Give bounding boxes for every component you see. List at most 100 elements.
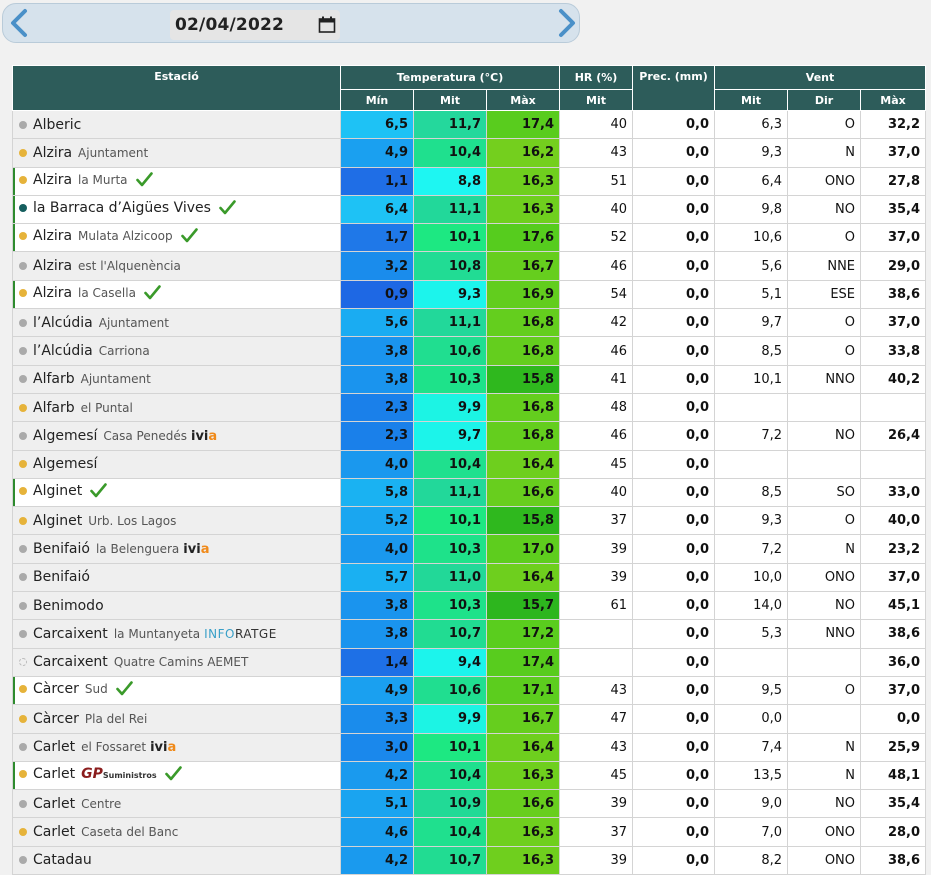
table-row[interactable]: Benifaió la Belenguera ivia 4,0 10,3 17,0 39 0,… (12, 534, 927, 564)
station-name[interactable]: la Barraca d’Aigües Vives (33, 200, 211, 217)
header-wind-mit[interactable]: Mit (714, 89, 789, 111)
table-row[interactable]: l’Alcúdia Ajuntament 5,6 11,1 16,8 42 0,0 9,7 O 3… (12, 308, 927, 338)
station-name[interactable]: Alzira (33, 284, 73, 301)
table-row[interactable]: Alberic 6,5 11,7 17,4 40 0,0 6,3 O 32,2 (12, 109, 927, 140)
station-name[interactable]: Alginet (33, 483, 83, 499)
station-cell[interactable]: Carcaixent la Muntanyeta INFORATGE (12, 619, 341, 649)
station-name[interactable]: Carcaixent (33, 654, 108, 671)
header-temp-min[interactable]: Mín (340, 89, 414, 111)
table-row[interactable]: Benimodo 3,8 10,3 15,7 61 0,0 14,0 NO 45,1 (12, 591, 927, 621)
station-name[interactable]: Benifaió (33, 569, 90, 586)
station-cell[interactable]: l’Alcúdia Carriona (12, 336, 341, 366)
station-name[interactable]: Benimodo (33, 597, 104, 614)
station-cell[interactable]: Alzira la Murta (12, 166, 341, 196)
station-cell[interactable]: Alfarb Ajuntament (12, 364, 341, 394)
table-row[interactable]: Alzira Ajuntament 4,9 10,4 16,2 43 0,0 9,3 N 37,0 (12, 138, 927, 168)
station-cell[interactable]: Càrcer Sud (12, 675, 341, 706)
station-cell[interactable]: Carlet el Fossaret ivia (12, 732, 341, 762)
station-cell[interactable]: Alzira la Casella (12, 279, 341, 310)
table-row[interactable]: Alzira Mulata Alzicoop 1,7 10,1 17,6 52 0,0 10,… (12, 223, 927, 253)
header-temp-mit[interactable]: Mit (413, 89, 487, 111)
station-name[interactable]: Algemesí (33, 456, 98, 473)
table-row[interactable]: Carcaixent la Muntanyeta INFORATGE 3,8 10,7 1… (12, 619, 927, 649)
station-cell[interactable]: Carcaixent Quatre Camins AEMET (12, 647, 341, 677)
station-cell[interactable]: Carlet Caseta del Banc (12, 817, 341, 847)
station-name[interactable]: Benifaió (33, 541, 90, 558)
table-row[interactable]: la Barraca d’Aigües Vives 6,4 11,1 16,3 40 0,… (12, 194, 927, 225)
table-row[interactable]: Carlet GPSuministros 4,2 10,4 16,3 45 0,0 13,5 N… (12, 760, 927, 791)
table-row[interactable]: Carlet el Fossaret ivia 3,0 10,1 16,4 43 0,0 7,4… (12, 732, 927, 762)
wind-max-cell: 38,6 (860, 845, 927, 875)
previous-day-arrow-icon[interactable] (7, 8, 31, 38)
calendar-icon[interactable] (318, 16, 336, 39)
station-cell[interactable]: Alberic (12, 109, 341, 140)
table-row[interactable]: Alginet 5,8 11,1 16,6 40 0,0 8,5 SO 33,0 (12, 477, 927, 508)
hr-mit-cell: 43 (559, 732, 634, 762)
table-row[interactable]: Benifaió 5,7 11,0 16,4 39 0,0 10,0 ONO 37,0 (12, 562, 927, 593)
wind-max-cell: 0,0 (860, 704, 927, 734)
station-name[interactable]: Catadau (33, 852, 92, 869)
station-cell[interactable]: l’Alcúdia Ajuntament (12, 308, 341, 338)
table-row[interactable]: Càrcer Pla del Rei 3,3 9,9 16,7 47 0,0 0,0 0,0 (12, 704, 927, 734)
station-name[interactable]: Alginet (33, 512, 83, 529)
header-temp-max[interactable]: Màx (485, 89, 561, 111)
station-cell[interactable]: Benimodo (12, 591, 341, 621)
station-name[interactable]: Alberic (33, 116, 82, 133)
table-row[interactable]: Algemesí Casa Penedés ivia 2,3 9,7 16,8 46 0,0 7… (12, 421, 927, 451)
header-hr-mit[interactable]: Mit (559, 89, 634, 111)
prec-cell: 0,0 (632, 675, 716, 706)
station-name[interactable]: Alzira (33, 258, 73, 275)
table-row[interactable]: Carcaixent Quatre Camins AEMET 1,4 9,4 17,4 0… (12, 647, 927, 677)
station-name[interactable]: Alfarb (33, 399, 75, 416)
header-prec[interactable]: Prec. (mm) (632, 65, 716, 111)
station-cell[interactable]: Càrcer Pla del Rei (12, 704, 341, 734)
table-row[interactable]: Catadau 4,2 10,7 16,3 39 0,0 8,2 ONO 38,6 (12, 845, 927, 875)
station-cell[interactable]: Alfarb el Puntal (12, 392, 341, 423)
station-name[interactable]: Càrcer (33, 710, 79, 727)
station-cell[interactable]: Algemesí (12, 449, 341, 479)
station-name[interactable]: Carlet (33, 765, 76, 782)
station-cell[interactable]: la Barraca d’Aigües Vives (12, 194, 341, 225)
station-name[interactable]: l’Alcúdia (33, 343, 93, 360)
station-cell[interactable]: Benifaió la Belenguera ivia (12, 534, 341, 564)
date-picker[interactable]: 02/04/2022 (170, 10, 340, 40)
next-day-arrow-icon[interactable] (555, 8, 579, 38)
station-name[interactable]: Carlet (33, 824, 76, 841)
station-cell[interactable]: Alginet (12, 477, 341, 508)
station-name[interactable]: Càrcer (33, 681, 79, 698)
header-wind-max[interactable]: Màx (860, 89, 927, 111)
station-name[interactable]: Algemesí (33, 427, 98, 444)
table-row[interactable]: Alginet Urb. Los Lagos 5,2 10,1 15,8 37 0,0 9,3… (12, 506, 927, 536)
station-cell[interactable]: Algemesí Casa Penedés ivia (12, 421, 341, 451)
station-cell[interactable]: Alzira Mulata Alzicoop (12, 223, 341, 253)
station-cell[interactable]: Carlet GPSuministros (12, 760, 341, 791)
table-row[interactable]: l’Alcúdia Carriona 3,8 10,6 16,8 46 0,0 8,5 O 33,… (12, 336, 927, 366)
table-row[interactable]: Alzira est l'Alquenència 3,2 10,8 16,7 46 0,0 5… (12, 251, 927, 281)
station-name[interactable]: Carlet (33, 795, 76, 812)
station-name[interactable]: Alzira (33, 171, 73, 188)
header-wind-dir[interactable]: Dir (787, 89, 862, 111)
table-row[interactable]: Alzira la Murta 1,1 8,8 16,3 51 0,0 6,4 ONO 27,8 (12, 166, 927, 196)
station-cell[interactable]: Alzira Ajuntament (12, 138, 341, 168)
date-value[interactable]: 02/04/2022 (175, 15, 285, 35)
station-cell[interactable]: Carlet Centre (12, 789, 341, 819)
station-cell[interactable]: Alzira est l'Alquenència (12, 251, 341, 281)
table-row[interactable]: Carlet Centre 5,1 10,9 16,6 39 0,0 9,0 NO 35,4 (12, 789, 927, 819)
station-name[interactable]: Carlet (33, 739, 76, 756)
table-row[interactable]: Càrcer Sud 4,9 10,6 17,1 43 0,0 9,5 O 37,0 (12, 675, 927, 706)
table-row[interactable]: Alzira la Casella 0,9 9,3 16,9 54 0,0 5,1 ESE 38,… (12, 279, 927, 310)
station-name[interactable]: l’Alcúdia (33, 314, 93, 331)
station-name[interactable]: Carcaixent (33, 625, 108, 642)
station-cell[interactable]: Catadau (12, 845, 341, 875)
header-station[interactable]: Estació (12, 65, 341, 111)
station-cell[interactable]: Alginet Urb. Los Lagos (12, 506, 341, 536)
table-row[interactable]: Carlet Caseta del Banc 4,6 10,4 16,3 37 0,0 7,0… (12, 817, 927, 847)
table-row[interactable]: Alfarb el Puntal 2,3 9,9 16,8 48 0,0 (12, 392, 927, 423)
station-name[interactable]: Alfarb (33, 371, 75, 388)
temp-max-cell: 16,3 (485, 845, 561, 875)
station-name[interactable]: Alzira (33, 144, 73, 161)
table-row[interactable]: Alfarb Ajuntament 3,8 10,3 15,8 41 0,0 10,1 NNO 4… (12, 364, 927, 394)
station-cell[interactable]: Benifaió (12, 562, 341, 593)
station-name[interactable]: Alzira (33, 228, 73, 245)
table-row[interactable]: Algemesí 4,0 10,4 16,4 45 0,0 (12, 449, 927, 479)
